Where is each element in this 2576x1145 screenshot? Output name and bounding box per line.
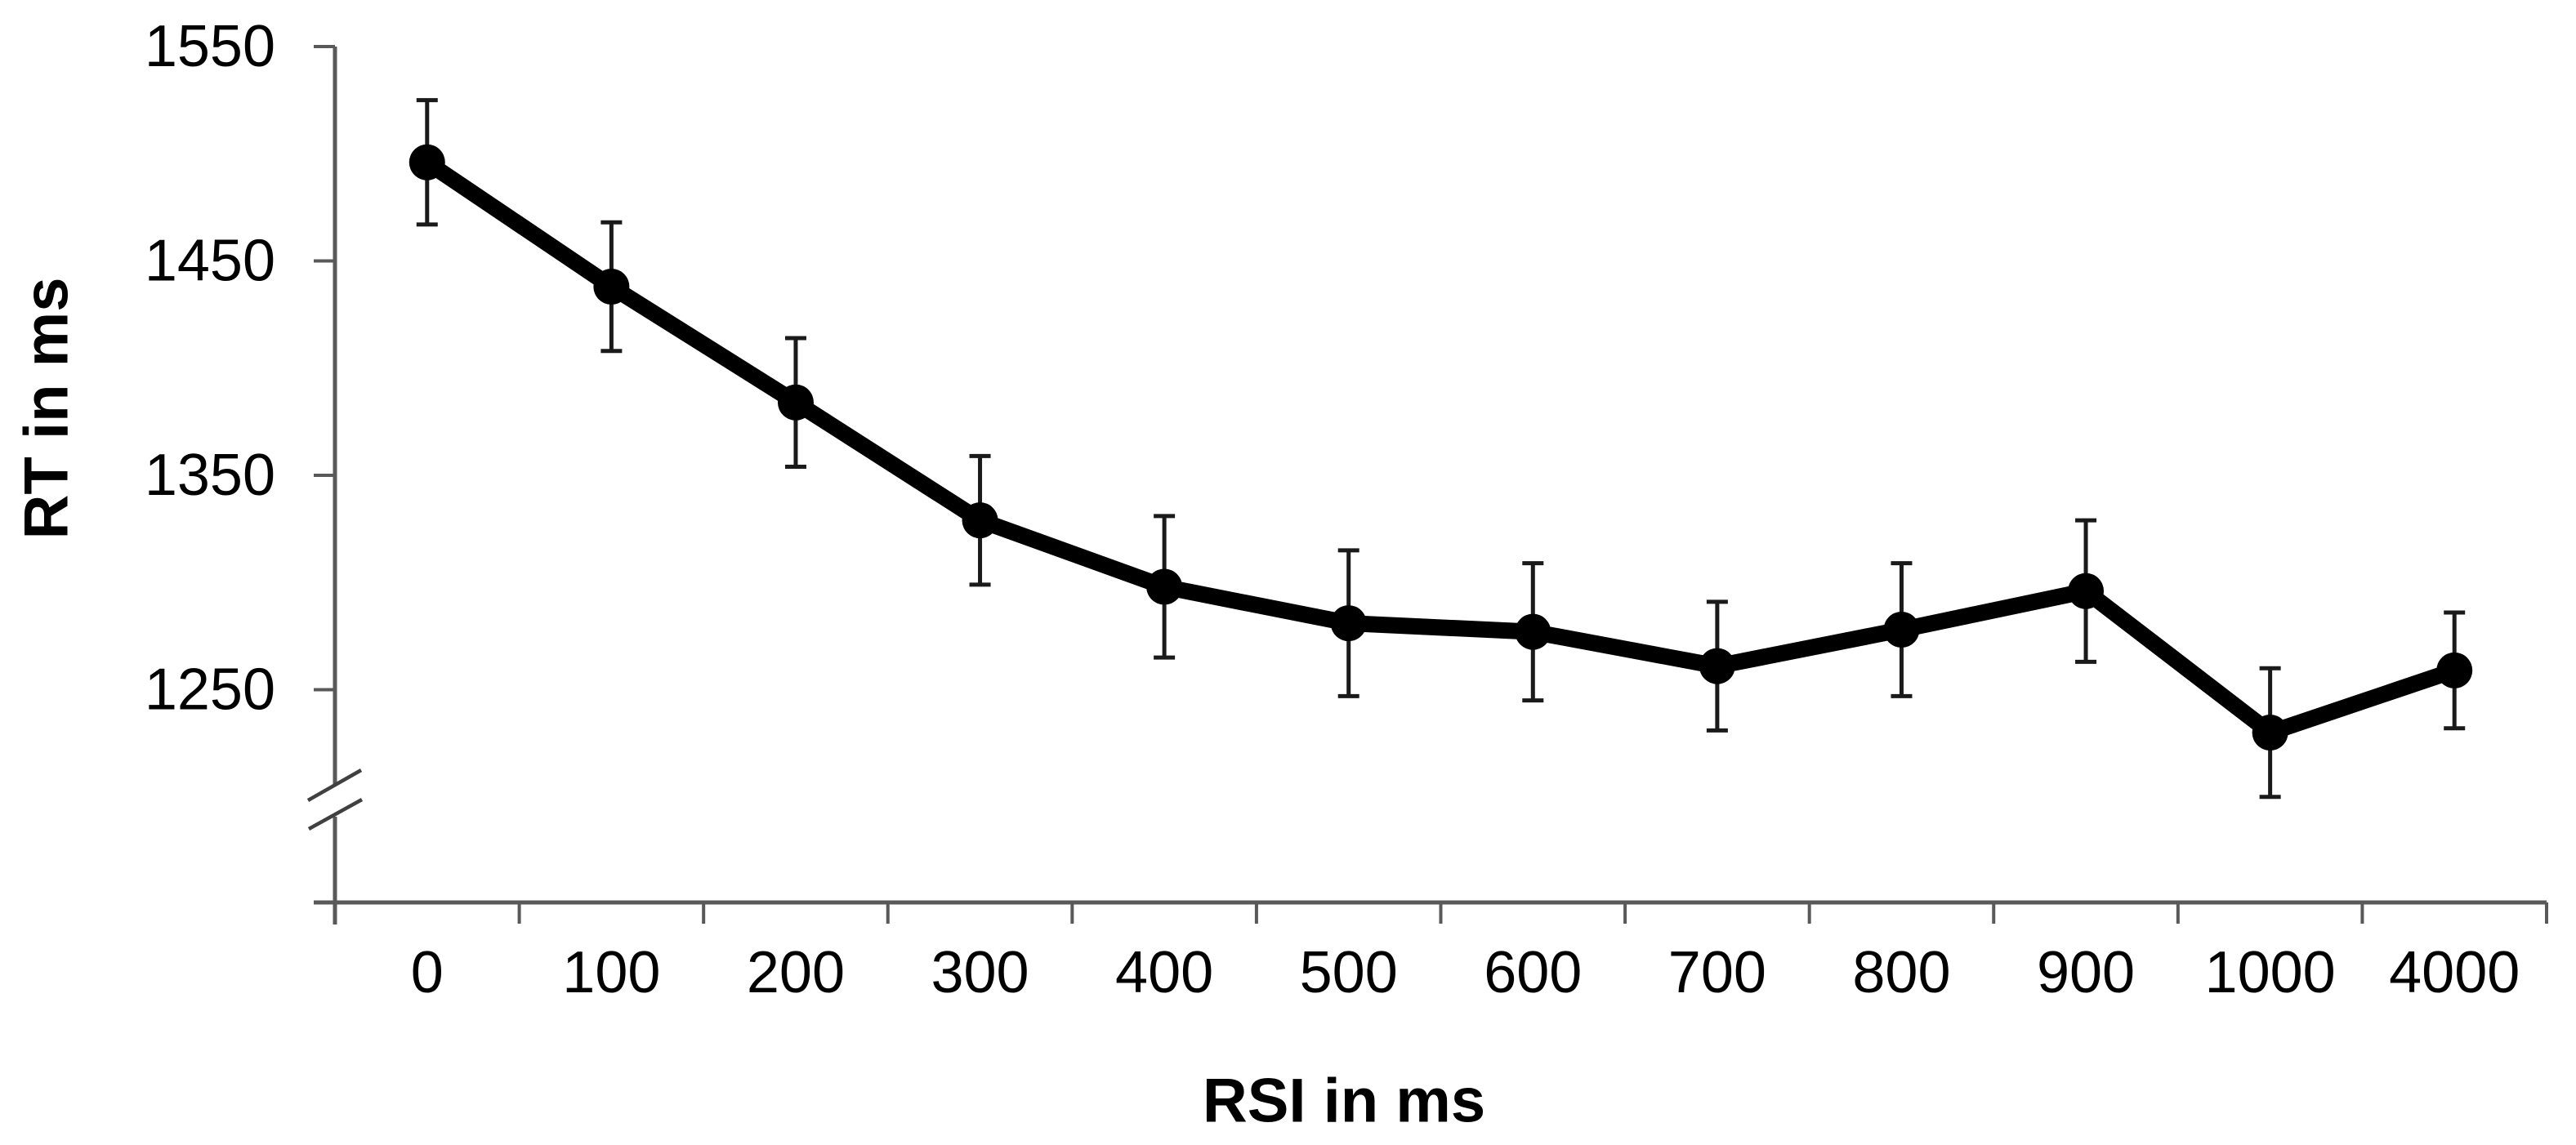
- data-point-marker-200: [777, 384, 814, 421]
- data-series: [408, 144, 2473, 751]
- axes: [314, 45, 2548, 924]
- x-tick-label-200: 200: [747, 940, 845, 1005]
- x-tick-label-800: 800: [1852, 940, 1950, 1005]
- axis-break-slash-1: [306, 769, 363, 802]
- data-point-marker-400: [1146, 568, 1183, 605]
- x-tick-label-500: 500: [1300, 940, 1398, 1005]
- x-tick-label-300: 300: [931, 940, 1029, 1005]
- y-axis-title: RT in ms: [12, 278, 82, 540]
- x-axis-title: RSI in ms: [1203, 1067, 1485, 1136]
- x-tick-label-4000: 4000: [2389, 940, 2520, 1005]
- y-axis-break: [306, 769, 364, 831]
- y-tick-label-1550: 1550: [145, 14, 275, 79]
- x-tick-label-1000: 1000: [2205, 940, 2336, 1005]
- axis-break-slash-2: [307, 798, 364, 831]
- data-point-marker-500: [1330, 605, 1367, 642]
- data-point-marker-600: [1515, 613, 1551, 650]
- y-tick-label-1450: 1450: [145, 229, 275, 294]
- y-tick-labels: 1550 1450 1350 1250: [145, 14, 275, 723]
- y-tick-label-1350: 1350: [145, 443, 275, 508]
- data-point-marker-800: [1883, 612, 1920, 648]
- x-tick-label-400: 400: [1115, 940, 1213, 1005]
- data-point-marker-700: [1699, 648, 1735, 684]
- x-tick-label-900: 900: [2037, 940, 2135, 1005]
- data-point-marker-4000: [2436, 652, 2473, 688]
- x-tick-label-100: 100: [562, 940, 660, 1005]
- error-bars: [416, 98, 2466, 800]
- x-tick-label-600: 600: [1484, 940, 1582, 1005]
- x-tick-labels: 0 100 200 300 400 500 600 700 800 900 1000 4000: [411, 940, 2520, 1005]
- data-point-marker-300: [962, 502, 998, 539]
- x-tick-label-700: 700: [1668, 940, 1766, 1005]
- x-tick-label-0: 0: [411, 940, 444, 1005]
- data-point-marker-1000: [2252, 715, 2288, 751]
- data-point-marker-0: [408, 144, 445, 180]
- rt-data-line: [418, 154, 2463, 741]
- data-point-marker-100: [593, 269, 630, 305]
- data-point-marker-900: [2068, 572, 2105, 609]
- y-tick-label-1250: 1250: [145, 657, 275, 723]
